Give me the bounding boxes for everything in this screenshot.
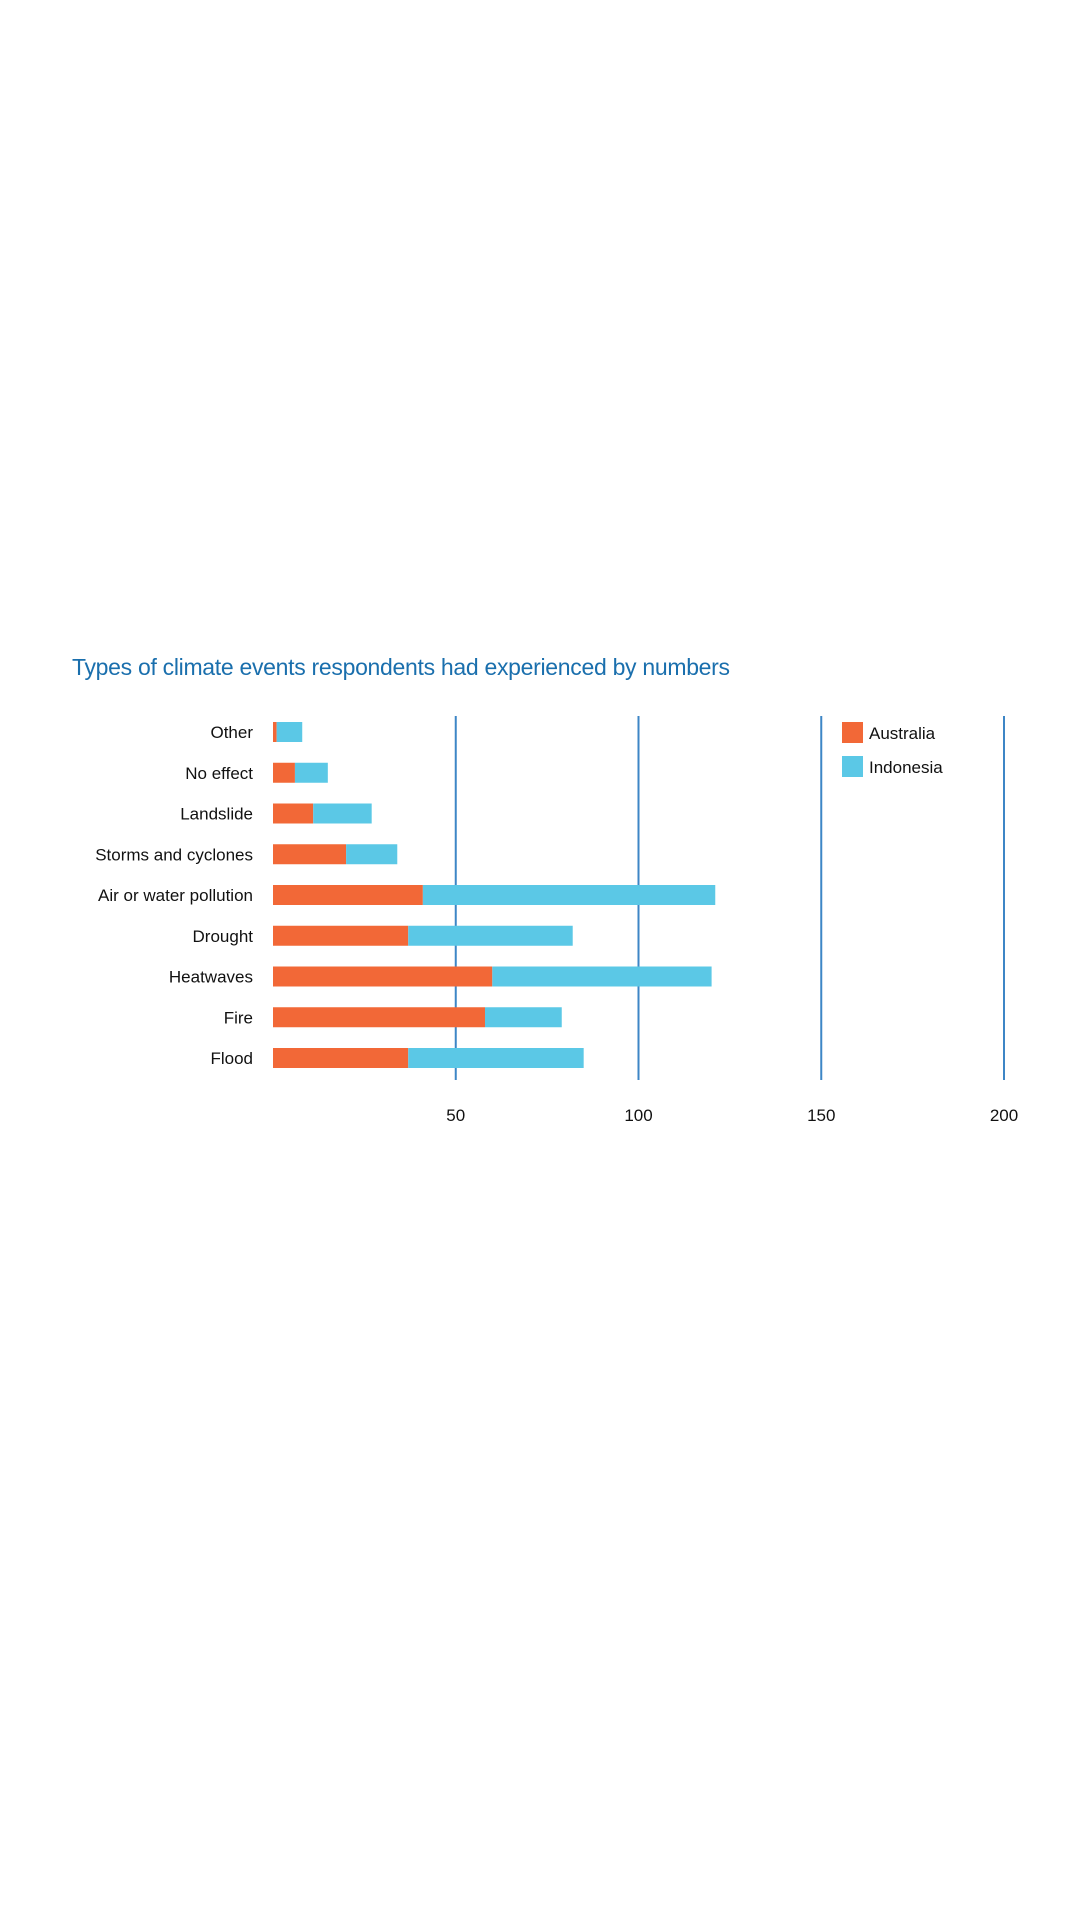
bar-drought-australia [273,925,409,946]
x-tick-150: 150 [807,1106,835,1125]
category-labels: Other No effect Landslide Storms and cyclon… [95,723,253,1068]
bar-other-indonesia [276,722,303,742]
bar-heatwaves-australia [273,966,493,987]
legend-swatch-australia [842,722,863,743]
bar-fire-australia [273,1007,485,1028]
bar-no-effect-indonesia [294,762,328,783]
category-label-no-effect: No effect [185,764,253,783]
category-label-heatwaves: Heatwaves [169,968,253,987]
category-label-landslide: Landslide [180,805,253,824]
category-label-air-or-water-pollution: Air or water pollution [98,886,253,905]
stacked-bar-chart: Other No effect Landslide Storms and cyclon… [95,716,1018,1125]
bar-fire-indonesia [484,1007,562,1028]
legend: Australia Indonesia [842,722,943,777]
legend-label-australia: Australia [869,724,936,743]
bar-flood-australia [273,1048,409,1068]
bar-no-effect-australia [273,762,295,783]
category-label-other: Other [210,723,253,742]
x-tick-200: 200 [990,1106,1018,1125]
bar-flood-indonesia [408,1048,584,1068]
bar-storms-and-cyclones-indonesia [346,844,398,865]
chart-title: Types of climate events respondents had … [72,654,730,680]
x-tick-labels: 50 100 150 200 [446,1106,1018,1125]
category-label-drought: Drought [193,927,254,946]
category-label-flood: Flood [210,1049,253,1068]
bar-heatwaves-indonesia [492,966,712,987]
bar-landslide-australia [273,803,314,824]
bar-storms-and-cyclones-australia [273,844,347,865]
x-tick-50: 50 [446,1106,465,1125]
legend-label-indonesia: Indonesia [869,758,943,777]
category-label-storms-and-cyclones: Storms and cyclones [95,845,253,864]
bars [273,722,716,1068]
x-tick-100: 100 [624,1106,652,1125]
bar-air-or-water-pollution-indonesia [422,885,716,905]
category-label-fire: Fire [224,1008,253,1027]
bar-drought-indonesia [408,925,573,946]
legend-swatch-indonesia [842,756,863,777]
bar-air-or-water-pollution-australia [273,885,423,905]
bar-other-australia [273,722,277,742]
bar-landslide-indonesia [313,803,372,824]
